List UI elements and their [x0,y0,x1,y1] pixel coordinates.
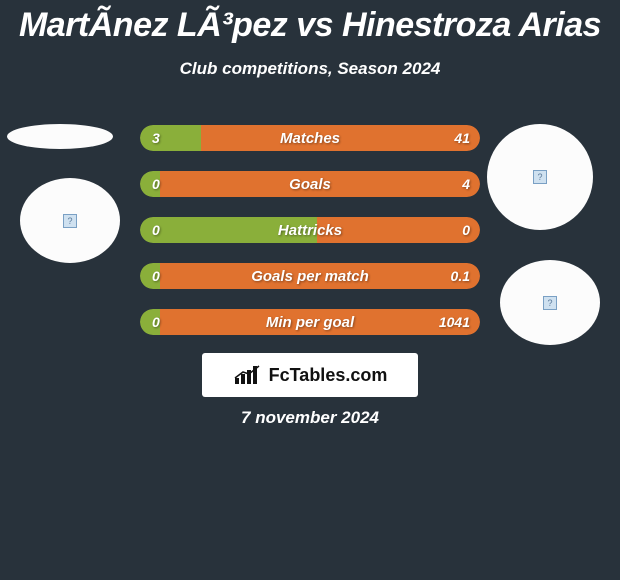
value-right: 4 [462,176,470,192]
placeholder-icon: ? [543,296,557,310]
stat-row: 0 1041 Min per goal [140,309,480,335]
bar-left [140,125,201,151]
value-left: 0 [152,176,160,192]
value-right: 1041 [439,314,470,330]
page-title: MartÃ­nez LÃ³pez vs Hinestroza Arias [0,0,620,45]
value-right: 0 [462,222,470,238]
avatar-left-top [7,124,113,149]
value-left: 0 [152,314,160,330]
value-right: 41 [454,130,470,146]
placeholder-icon: ? [533,170,547,184]
logo-text: FcTables.com [269,365,388,386]
row-label: Hattricks [278,222,342,239]
avatar-left-bottom: ? [20,178,120,263]
logo-box[interactable]: FcTables.com [202,353,418,397]
row-label: Min per goal [266,314,354,331]
row-label: Matches [280,130,340,147]
avatar-right-bottom: ? [500,260,600,345]
stats-rows: 3 41 Matches 0 4 Goals 0 0 Hattricks 0 0.1 Goals pe… [140,125,480,355]
bar-right [201,125,480,151]
date-label: 7 november 2024 [0,408,620,428]
row-label: Goals [289,176,331,193]
stat-row: 0 0 Hattricks [140,217,480,243]
subtitle: Club competitions, Season 2024 [0,59,620,79]
chart-icon [233,364,263,386]
avatar-right-top: ? [487,124,593,230]
stat-row: 0 0.1 Goals per match [140,263,480,289]
placeholder-icon: ? [63,214,77,228]
stat-row: 3 41 Matches [140,125,480,151]
value-left: 0 [152,268,160,284]
value-left: 3 [152,130,160,146]
value-right: 0.1 [451,268,470,284]
stat-row: 0 4 Goals [140,171,480,197]
row-label: Goals per match [251,268,369,285]
value-left: 0 [152,222,160,238]
